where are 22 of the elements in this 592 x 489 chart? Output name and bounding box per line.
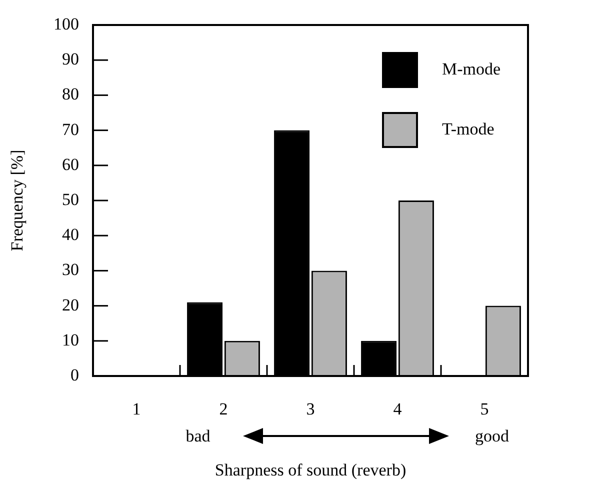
y-tick-label: 80 xyxy=(62,84,79,104)
x-tick-label: 5 xyxy=(480,400,489,419)
y-tick-label: 100 xyxy=(54,14,79,34)
y-tick-label: 10 xyxy=(62,330,79,350)
y-tick-label: 20 xyxy=(62,295,79,314)
y-tick-label: 40 xyxy=(62,225,79,244)
y-axis-title: Frequency [%] xyxy=(8,150,27,252)
x-tick-label: 2 xyxy=(219,400,228,419)
legend-label: M-mode xyxy=(442,59,501,78)
y-tick-label: 90 xyxy=(62,50,79,69)
y-tick-label: 30 xyxy=(62,260,79,280)
x-tick-label: 1 xyxy=(132,400,141,419)
x-tick-label: 4 xyxy=(393,400,402,419)
x-tick-label: 3 xyxy=(306,400,315,419)
y-tick-label: 60 xyxy=(62,154,79,174)
y-tick-label: 70 xyxy=(62,120,79,139)
y-tick-label: 50 xyxy=(62,190,79,209)
legend-label: T-mode xyxy=(442,119,494,138)
text: good xyxy=(475,426,510,446)
y-tick-label: 0 xyxy=(70,365,79,384)
text: bad xyxy=(186,426,211,446)
x-axis-title: Sharpness of sound (reverb) xyxy=(214,460,406,480)
